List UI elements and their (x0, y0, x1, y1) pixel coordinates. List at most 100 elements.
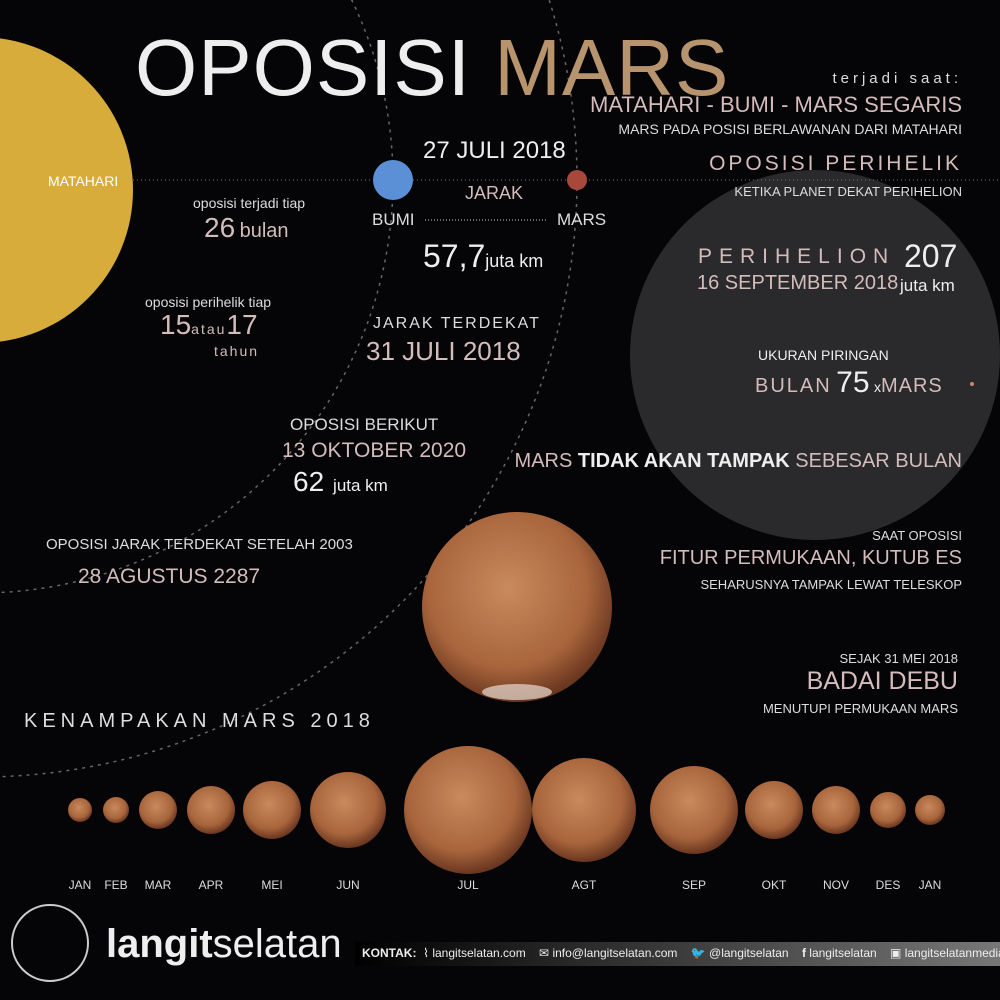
mars-phase-jan (915, 795, 945, 825)
perihelion-unit: juta km (900, 276, 955, 295)
after2003-date: 28 AGUSTUS 2287 (78, 565, 261, 588)
mars-phase-mei (243, 781, 301, 839)
mars-label: MARS (557, 210, 607, 229)
opposition-date: 27 JULI 2018 (423, 137, 566, 164)
month-label: SEP (681, 878, 707, 892)
perihelic-unit: tahun (214, 343, 260, 359)
distance-label: JARAK (465, 183, 524, 203)
perihelion-label: PERIHELION (698, 245, 896, 268)
closest-label: JARAK TERDEKAT (373, 315, 541, 332)
facebook-icon: f (801, 946, 806, 960)
perihelic-title: OPOSISI PERIHELIK (709, 152, 962, 175)
features-title: FITUR PERMUKAAN, KUTUB ES (659, 547, 962, 569)
mars-phase-nov (812, 786, 860, 834)
twitter-icon: 🐦 (690, 946, 706, 960)
perihelic-period-label: oposisi perihelik tiap (145, 294, 272, 310)
mail-icon: ✉ (539, 946, 550, 960)
month-label: AGT (571, 878, 597, 892)
title-mars: MARS (494, 23, 730, 112)
polar-cap (482, 684, 552, 700)
features-pre: SAAT OPOSISI (872, 528, 962, 543)
period-unit: bulan (239, 220, 289, 242)
features-sub: SEHARUSNYA TAMPAK LEWAT TELESKOP (700, 577, 962, 592)
mars-phase-sep (650, 766, 738, 854)
instagram-icon: ▣ (890, 946, 902, 960)
perihelic-sub: KETIKA PLANET DEKAT PERIHELION (734, 184, 962, 199)
storm-pre: SEJAK 31 MEI 2018 (839, 651, 958, 666)
rss-icon: ⌇ (423, 946, 429, 960)
month-label: JAN (68, 878, 92, 892)
month-label: APR (198, 878, 224, 892)
mars-phase-mar (139, 791, 177, 829)
brand-logo: langitselatan (106, 922, 342, 967)
month-label: NOV (822, 878, 850, 892)
title-oposisi: OPOSISI (135, 23, 471, 112)
disk-mars: MARS (880, 375, 943, 397)
not-as-big-p3: SEBESAR BULAN (789, 450, 962, 472)
perihelic-or: atau (191, 321, 227, 337)
not-as-big: MARS TIDAK AKAN TAMPAK SEBESAR BULAN (515, 450, 962, 473)
next-date: 13 OKTOBER 2020 (282, 439, 467, 462)
month-label: FEB (104, 878, 128, 892)
next-value: 62 (293, 466, 325, 497)
perihelic-v2: 17 (226, 309, 258, 340)
headline-sub: MARS PADA POSISI BERLAWANAN DARI MATAHAR… (618, 121, 962, 137)
mars-phase-des (870, 792, 906, 828)
not-as-big-p1: MARS (514, 450, 578, 472)
mars-phase-okt (745, 781, 803, 839)
disk-label: UKURAN PIRINGAN (758, 347, 889, 363)
next-unit: juta km (333, 476, 388, 495)
twitter-link[interactable]: @langitselatan (709, 946, 789, 960)
distance-value: 57,7 (423, 238, 486, 274)
distance-unit: juta km (485, 251, 544, 271)
earth-label: BUMI (372, 210, 415, 229)
mars-phase-apr (187, 786, 235, 834)
mars-phase-jun (310, 772, 386, 848)
brand-part2: selatan (212, 922, 342, 966)
not-as-big-p2: TIDAK AKAN TAMPAK (577, 450, 790, 472)
mars-phase-feb (103, 797, 129, 823)
logo-seal (11, 904, 89, 982)
disk-moon: BULAN (755, 375, 832, 397)
email-link[interactable]: info@langitselatan.com (552, 946, 678, 960)
closest-date: 31 JULI 2018 (366, 336, 521, 366)
month-label: OKT (761, 878, 787, 892)
storm-sub: MENUTUPI PERMUKAAN MARS (762, 701, 958, 716)
month-label: MAR (144, 878, 172, 892)
perihelion-date: 16 SEPTEMBER 2018 (697, 272, 899, 294)
month-label: MEI (261, 878, 283, 892)
sun-label: MATAHARI (48, 173, 119, 189)
period-label: oposisi terjadi tiap (193, 195, 306, 211)
after2003-label: OPOSISI JARAK TERDEKAT SETELAH 2003 (46, 536, 353, 553)
disk-value: 75 (836, 366, 870, 399)
mars-phase-agt (532, 758, 636, 862)
mars-small (567, 170, 587, 190)
month-label: JUL (457, 878, 479, 892)
contact-label: KONTAK: (362, 946, 417, 960)
headline: MATAHARI - BUMI - MARS SEGARIS (590, 92, 962, 117)
storm-title: BADAI DEBU (806, 667, 958, 695)
instagram-link[interactable]: langitselatanmedia (904, 946, 1000, 960)
next-label: OPOSISI BERIKUT (290, 415, 439, 434)
mars-phase-jul (404, 746, 532, 874)
contact-bar (355, 942, 1000, 966)
perihelion-value: 207 (904, 238, 958, 274)
perihelic-v1: 15 (160, 309, 192, 340)
month-label: JAN (918, 878, 942, 892)
intro: terjadi saat: (832, 70, 962, 87)
facebook-link[interactable]: langitselatan (809, 946, 877, 960)
mars-dot-disk (970, 382, 974, 386)
sun (0, 38, 133, 342)
web-link[interactable]: langitselatan.com (432, 946, 526, 960)
perihelion-disk (630, 170, 1000, 540)
page-title: OPOSISI MARS (135, 28, 729, 108)
contact-row: KONTAK: ⌇ langitselatan.com ✉ info@langi… (362, 946, 1000, 960)
earth (373, 160, 413, 200)
appearance-title: KENAMPAKAN MARS 2018 (24, 710, 375, 732)
mars-photo (422, 512, 612, 702)
period-value: 26 (204, 212, 236, 243)
month-label: DES (875, 878, 901, 892)
disk-x: x (873, 379, 881, 395)
